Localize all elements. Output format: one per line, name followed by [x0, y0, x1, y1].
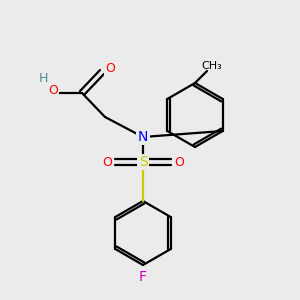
Text: O: O: [102, 155, 112, 169]
Text: N: N: [138, 130, 148, 144]
Text: S: S: [139, 155, 147, 169]
Text: H: H: [38, 73, 48, 85]
Text: F: F: [139, 270, 147, 284]
Text: O: O: [174, 155, 184, 169]
Text: CH₃: CH₃: [202, 61, 222, 71]
Text: O: O: [48, 85, 58, 98]
Text: O: O: [105, 61, 115, 74]
